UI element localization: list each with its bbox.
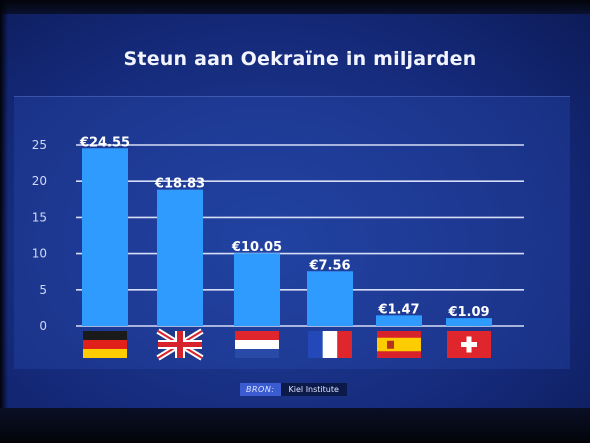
- y-tick-label: 5: [39, 283, 47, 297]
- y-tick-label: 25: [32, 138, 47, 152]
- flag-spain-icon: [377, 331, 421, 358]
- chart-title: Steun aan Oekraïne in miljarden: [123, 48, 477, 70]
- bar-value-label: €24.55: [79, 135, 130, 150]
- tv-bezel-bottom: [0, 408, 590, 443]
- y-tick-label: 0: [39, 319, 47, 333]
- y-tick-label: 10: [32, 247, 47, 261]
- bar: [446, 318, 492, 326]
- flag-uk-icon: [156, 328, 204, 361]
- bar-value-label: €18.83: [154, 177, 205, 192]
- tv-bezel-left: [0, 0, 8, 443]
- bar-value-label: €10.05: [231, 240, 282, 255]
- flag-france-icon: [308, 331, 352, 358]
- flag-netherlands-icon: [235, 331, 279, 358]
- bar-value-label: €7.56: [308, 258, 350, 273]
- chart-panel: 0 5 10 15 20 25 €24.55 €18.83 €10.05 €7.56 €1.47 €1…: [14, 96, 570, 369]
- bar: [157, 189, 203, 326]
- bar-value-label: €1.47: [377, 302, 419, 317]
- tv-bezel-top: [0, 0, 590, 14]
- source-credit: BRON: Kiel Institute: [240, 381, 347, 397]
- flag-germany-icon: [83, 331, 127, 358]
- y-tick-label: 20: [32, 174, 47, 188]
- bar: [234, 253, 280, 326]
- y-tick-label: 15: [32, 210, 47, 224]
- source-name: Kiel Institute: [280, 382, 347, 396]
- bar: [376, 315, 422, 326]
- bar: [82, 148, 128, 326]
- flag-switzerland-icon: [447, 331, 491, 358]
- source-label: BRON:: [240, 382, 281, 396]
- bar: [307, 271, 353, 326]
- bar-value-label: €1.09: [447, 305, 489, 320]
- bar-chart: 0 5 10 15 20 25 €24.55 €18.83 €10.05 €7.56 €1.47 €1…: [32, 135, 524, 361]
